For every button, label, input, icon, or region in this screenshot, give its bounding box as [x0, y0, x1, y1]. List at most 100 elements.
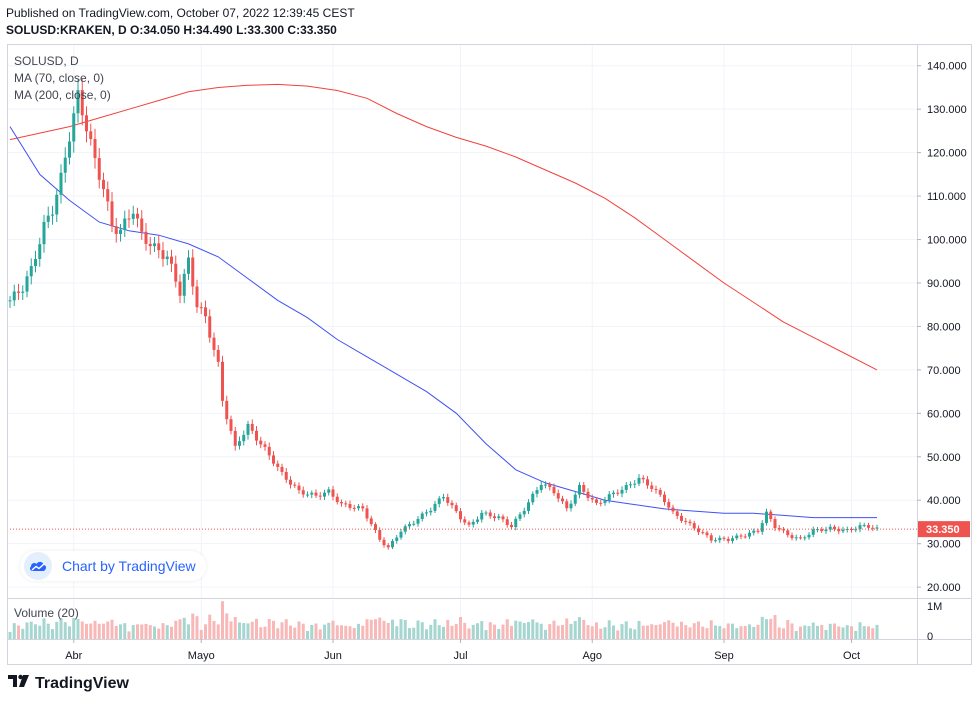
candle	[97, 148, 101, 189]
candle-body	[446, 497, 450, 503]
candle	[650, 481, 654, 493]
volume-bar	[684, 625, 688, 639]
candle-body	[505, 519, 509, 525]
candle-body	[603, 500, 607, 503]
legend-symbol: SOLUSD, D	[14, 54, 79, 68]
candle-body	[204, 307, 207, 317]
candle	[280, 463, 284, 476]
candle-body	[535, 490, 539, 494]
volume-bar	[293, 627, 297, 639]
candle	[437, 496, 441, 508]
candle-body	[735, 535, 739, 539]
candle-body	[565, 501, 569, 509]
x-tick-label: Ago	[582, 650, 602, 662]
candle-body	[199, 307, 203, 309]
x-tick-label: Mayo	[188, 650, 215, 662]
candle	[225, 395, 229, 425]
x-tick-label: Jun	[324, 650, 342, 662]
volume-bar	[314, 623, 318, 639]
candle	[382, 537, 386, 548]
volume-bar	[323, 624, 326, 639]
candle	[8, 295, 12, 308]
candle-body	[301, 490, 305, 495]
candle	[272, 451, 275, 467]
candle-body	[875, 527, 879, 529]
candle	[493, 513, 496, 522]
volume-bar	[535, 622, 539, 639]
candle	[187, 250, 190, 280]
candle	[374, 522, 377, 534]
volume-bar	[799, 626, 802, 639]
candle	[85, 106, 88, 143]
chart-by-tradingview-badge[interactable]: Chart by TradingView	[20, 551, 206, 581]
volume-bars	[8, 601, 879, 639]
candle	[365, 505, 369, 522]
candle-body	[357, 506, 360, 509]
candle-body	[25, 276, 29, 292]
candle-body	[140, 218, 144, 232]
candle	[854, 526, 858, 533]
volume-bar	[701, 626, 705, 639]
candle-body	[89, 131, 93, 140]
candle	[76, 79, 80, 123]
ma70-line	[9, 126, 877, 519]
volume-bar	[216, 624, 220, 639]
candle-body	[386, 545, 390, 548]
volume-bar	[858, 622, 862, 639]
candle-body	[114, 226, 118, 234]
tradingview-footer[interactable]: TradingView	[8, 674, 129, 693]
volume-bar	[675, 626, 679, 639]
volume-bar	[42, 618, 46, 639]
candle	[216, 345, 220, 367]
candle-body	[544, 484, 547, 486]
candle-body	[225, 400, 229, 420]
y-tick-label: 100.000	[927, 235, 967, 247]
time-axis: Abr Mayo Jun Jul Ago Sep Oct	[65, 639, 860, 662]
volume-bar	[259, 627, 263, 639]
volume-bar	[361, 625, 365, 639]
candle	[684, 517, 688, 525]
candle-body	[811, 529, 815, 535]
candle	[807, 532, 811, 540]
candle	[348, 500, 352, 511]
candle	[667, 498, 671, 511]
volume-bar	[794, 631, 798, 639]
candle	[68, 132, 71, 165]
candle	[646, 476, 649, 489]
volume-bar	[845, 625, 849, 639]
candle-body	[191, 257, 195, 287]
candle-body	[433, 503, 437, 511]
volume-bar	[280, 622, 284, 639]
volume-bar	[803, 625, 807, 639]
candle	[875, 524, 879, 531]
candle	[403, 524, 407, 535]
candle	[811, 526, 815, 538]
candle-body	[595, 499, 598, 503]
candle	[182, 268, 186, 304]
volume-bar	[493, 624, 496, 639]
candle-body	[871, 527, 875, 529]
candle-body	[369, 518, 373, 525]
volume-bar	[204, 624, 207, 639]
candle-body	[862, 525, 866, 527]
volume-bar	[862, 626, 866, 639]
candle-body	[340, 502, 343, 504]
candle-body	[119, 229, 122, 234]
volume-bar	[208, 614, 212, 639]
candle-body	[153, 243, 156, 247]
candle	[603, 496, 607, 506]
candle-body	[378, 530, 382, 540]
candle-body	[552, 486, 556, 494]
candle-body	[85, 115, 88, 132]
candle-body	[310, 492, 314, 495]
candle	[578, 482, 581, 499]
candle-body	[816, 529, 819, 531]
candle-body	[569, 503, 573, 509]
candle-body	[463, 519, 467, 523]
candle	[616, 489, 620, 496]
volume-bar	[446, 619, 450, 639]
candle	[624, 481, 628, 494]
y-tick-label: 20.000	[927, 582, 961, 594]
volume-bar	[221, 601, 224, 639]
